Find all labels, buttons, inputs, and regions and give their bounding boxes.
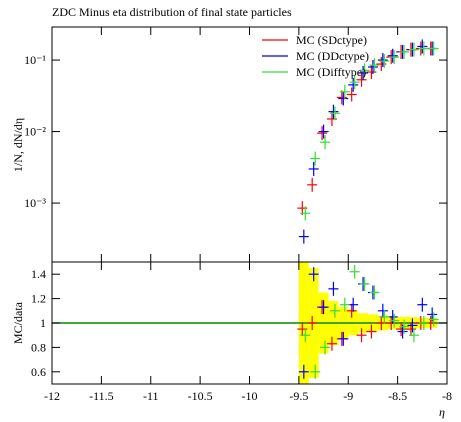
- data-point: [329, 106, 340, 121]
- data-point: [428, 41, 439, 56]
- legend-label: MC (Difftype): [296, 65, 366, 79]
- data-point: [408, 42, 419, 57]
- data-point: [310, 151, 321, 166]
- x-tick-label: -10.5: [188, 389, 213, 403]
- y-tick-label: 1.2: [31, 292, 46, 306]
- x-tick-label: -12: [44, 389, 60, 403]
- data-point: [320, 135, 331, 150]
- data-point: [428, 312, 439, 327]
- data-point: [418, 316, 429, 330]
- y-tick-label: 0.6: [31, 365, 46, 379]
- plot-area: [297, 39, 439, 244]
- data-point: [348, 77, 359, 92]
- data-point: [317, 126, 328, 141]
- data-point: [349, 75, 360, 90]
- chart-title: ZDC Minus eta distribution of final stat…: [52, 5, 292, 19]
- y-tick-label: 1: [40, 316, 46, 330]
- x-tick-label: -11: [143, 389, 159, 403]
- data-point: [318, 300, 329, 315]
- x-tick-label: -9.5: [289, 389, 308, 403]
- panel-frame: [51, 26, 448, 263]
- data-point: [349, 264, 360, 279]
- data-point: [356, 328, 367, 343]
- data-point: [408, 328, 419, 343]
- data-point: [369, 58, 380, 73]
- y-tick-label: 10⁻¹: [24, 53, 46, 67]
- data-point: [346, 303, 357, 318]
- data-point: [300, 328, 311, 343]
- x-tick-label: -11.5: [89, 389, 114, 403]
- data-point: [346, 87, 357, 102]
- data-point: [359, 63, 370, 78]
- data-point: [310, 364, 321, 379]
- x-tick-label: -10: [242, 389, 258, 403]
- data-point: [307, 316, 318, 330]
- data-point: [418, 41, 429, 56]
- plot-area: [52, 262, 447, 384]
- data-point: [417, 39, 428, 54]
- data-point: [379, 309, 390, 324]
- data-point: [379, 54, 390, 69]
- data-point: [329, 303, 340, 318]
- data-point: [369, 285, 380, 300]
- data-point: [308, 161, 319, 176]
- data-point: [359, 276, 370, 291]
- data-point: [417, 297, 428, 312]
- data-point: [399, 44, 410, 59]
- data-point: [387, 48, 398, 63]
- data-point: [338, 331, 349, 346]
- data-point: [307, 177, 318, 192]
- y-tick-label: 1.4: [31, 267, 46, 281]
- legend-label: MC (SDctype): [296, 33, 367, 47]
- data-point: [389, 313, 400, 328]
- y-axis-label: 1/N, dN/dη: [11, 118, 25, 172]
- data-point: [377, 53, 388, 68]
- data-point: [339, 297, 350, 312]
- data-point: [298, 364, 309, 379]
- data-point: [377, 303, 388, 318]
- x-axis-label: η: [439, 405, 445, 419]
- data-point: [339, 84, 350, 99]
- data-point: [399, 319, 410, 334]
- legend-label: MC (DDctype): [296, 49, 369, 63]
- data-point: [356, 72, 367, 87]
- data-point: [318, 124, 329, 139]
- data-point: [328, 281, 339, 296]
- y-tick-label: 10⁻²: [24, 125, 46, 139]
- data-point: [407, 318, 418, 333]
- data-point: [298, 229, 309, 244]
- data-point: [367, 59, 378, 74]
- y-tick-label: 10⁻³: [24, 196, 46, 210]
- data-point: [366, 324, 377, 339]
- data-point: [358, 65, 369, 80]
- y-tick-label: 0.8: [31, 340, 46, 354]
- data-point: [338, 91, 349, 106]
- x-tick-label: -9: [343, 389, 353, 403]
- data-point: [328, 104, 339, 119]
- x-tick-label: -8: [442, 389, 452, 403]
- data-point: [308, 267, 319, 282]
- ratio-y-axis-label: MC/data: [11, 301, 25, 344]
- data-point: [348, 297, 359, 312]
- data-point: [300, 206, 311, 221]
- data-point: [387, 309, 398, 324]
- data-point: [326, 336, 337, 351]
- data-point: [320, 340, 331, 355]
- x-tick-label: -8.5: [388, 389, 407, 403]
- data-point: [389, 50, 400, 65]
